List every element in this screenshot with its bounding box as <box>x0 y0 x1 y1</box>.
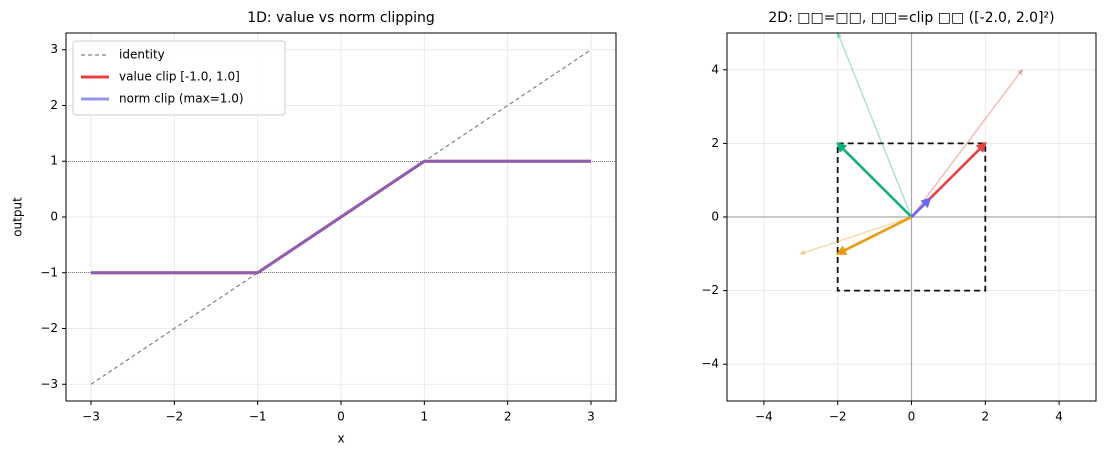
x-tick-label: −1 <box>249 410 267 424</box>
chart-title: 1D: value vs norm clipping <box>247 10 435 26</box>
vector-clipped <box>835 215 913 255</box>
y-tick-label: 4 <box>711 62 719 76</box>
x-tick-label: −2 <box>829 410 847 424</box>
vector-clipped <box>836 141 913 218</box>
vector-clipped <box>910 197 932 218</box>
x-tick-label: 1 <box>421 410 429 424</box>
x-tick-label: 0 <box>337 410 345 424</box>
x-tick-label: 2 <box>981 410 989 424</box>
legend-label: value clip [-1.0, 1.0] <box>119 70 240 84</box>
y-tick-label: 2 <box>50 98 58 112</box>
plot-frame <box>65 32 617 402</box>
vector-original <box>836 31 913 218</box>
y-tick-label: −2 <box>701 283 719 297</box>
y-tick-label: 1 <box>50 154 58 168</box>
x-tick-label: 0 <box>908 410 916 424</box>
x-tick-label: −2 <box>165 410 183 424</box>
vector-original <box>910 68 1023 218</box>
y-tick-label: −4 <box>701 357 719 371</box>
plot-frame <box>726 32 1097 402</box>
x-tick-label: −4 <box>755 410 773 424</box>
vector-original <box>799 216 912 256</box>
legend-label: identity <box>119 48 165 62</box>
y-tick-label: −2 <box>40 321 58 335</box>
legend-box <box>72 40 286 116</box>
x-tick-label: −3 <box>82 410 100 424</box>
y-tick-label: 3 <box>50 42 58 56</box>
y-tick-label: −1 <box>40 265 58 279</box>
x-tick-label: 3 <box>587 410 595 424</box>
y-axis-label: output <box>11 197 25 237</box>
chart-title: 2D: □□=□□, □□=clip □□ ([-2.0, 2.0]²) <box>768 10 1054 26</box>
x-axis-label: x <box>337 432 344 446</box>
x-tick-label: 4 <box>1055 410 1063 424</box>
y-tick-label: −3 <box>40 377 58 391</box>
legend-label: norm clip (max=1.0) <box>119 92 244 106</box>
series-line <box>90 49 592 385</box>
y-tick-label: 2 <box>711 136 719 150</box>
x-tick-label: 2 <box>504 410 512 424</box>
y-tick-label: 0 <box>50 210 58 224</box>
clip-box <box>836 142 987 292</box>
y-tick-label: 0 <box>711 210 719 224</box>
series-line <box>91 159 591 275</box>
